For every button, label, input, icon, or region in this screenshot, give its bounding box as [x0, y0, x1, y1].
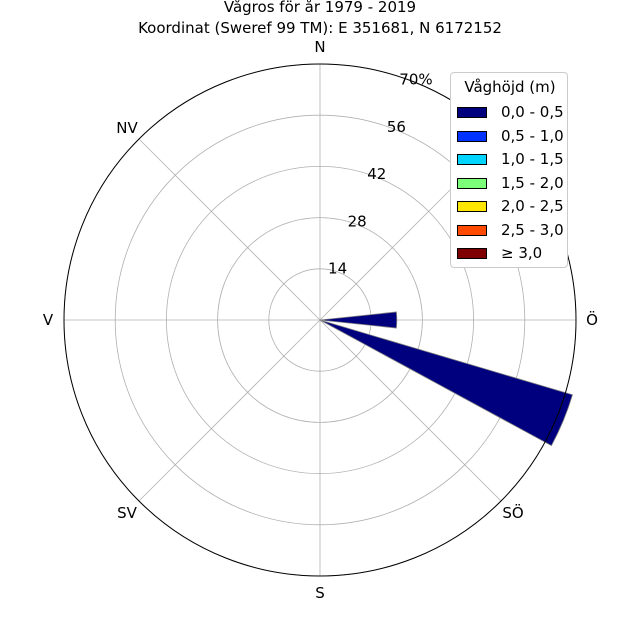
radial-tick-label: 28 [348, 212, 367, 230]
radial-tick-label: 14 [328, 260, 347, 278]
legend-title: Våghöjd (m) [464, 78, 556, 96]
legend-entry: 2,0 - 2,5 [457, 197, 565, 215]
legend-label: ≥ 3,0 [501, 244, 543, 262]
legend-label: 2,0 - 2,5 [501, 197, 564, 215]
direction-label: NV [116, 119, 138, 137]
direction-label: SÖ [502, 503, 523, 522]
direction-label: V [43, 311, 54, 329]
wave-rose-bars [319, 311, 573, 447]
legend-entry: 1,0 - 1,5 [457, 150, 565, 168]
legend-entry: 0,5 - 1,0 [457, 127, 565, 145]
legend-label: 0,0 - 0,5 [501, 103, 564, 121]
legend-swatch [457, 177, 487, 189]
radial-tick-label: 70% [399, 70, 432, 88]
direction-label: Ö [586, 310, 598, 329]
legend-entry: 0,0 - 0,5 [457, 103, 565, 121]
direction-label: S [315, 584, 325, 602]
radial-tick-label: 56 [387, 118, 406, 136]
legend-label: 0,5 - 1,0 [501, 126, 564, 145]
direction-label: SV [117, 504, 138, 522]
radial-tick-label: 42 [367, 165, 386, 183]
legend-swatch [457, 201, 487, 212]
legend-swatch [457, 248, 487, 259]
legend-swatch [457, 130, 487, 142]
legend-swatch [457, 224, 487, 236]
legend-label: 1,0 - 1,5 [501, 150, 564, 168]
wave-rose-bar [319, 311, 398, 329]
legend-label: 1,5 - 2,0 [501, 173, 564, 192]
direction-label: N [314, 38, 325, 56]
legend-entry: ≥ 3,0 [457, 244, 565, 262]
wave-rose-bar [319, 319, 573, 447]
legend-swatch [457, 107, 487, 118]
legend-swatch [457, 154, 487, 165]
angular-grid-line [138, 319, 321, 502]
legend-entry: 2,5 - 3,0 [457, 221, 565, 239]
legend-label: 2,5 - 3,0 [501, 220, 564, 239]
angular-grid-line [319, 319, 502, 502]
chart-title-line-1: Vågros för år 1979 - 2019 [223, 0, 417, 16]
polar-frame [63, 63, 577, 577]
angular-grid-line [138, 138, 321, 321]
legend-entry: 1,5 - 2,0 [457, 174, 565, 192]
chart-title-line-2: Koordinat (Sweref 99 TM): E 351681, N 61… [138, 19, 502, 37]
polar-outer-circle [63, 63, 577, 577]
legend: Våghöjd (m) 0,0 - 0,5 0,5 - 1,0 1,0 - 1,5 1… [450, 72, 568, 268]
